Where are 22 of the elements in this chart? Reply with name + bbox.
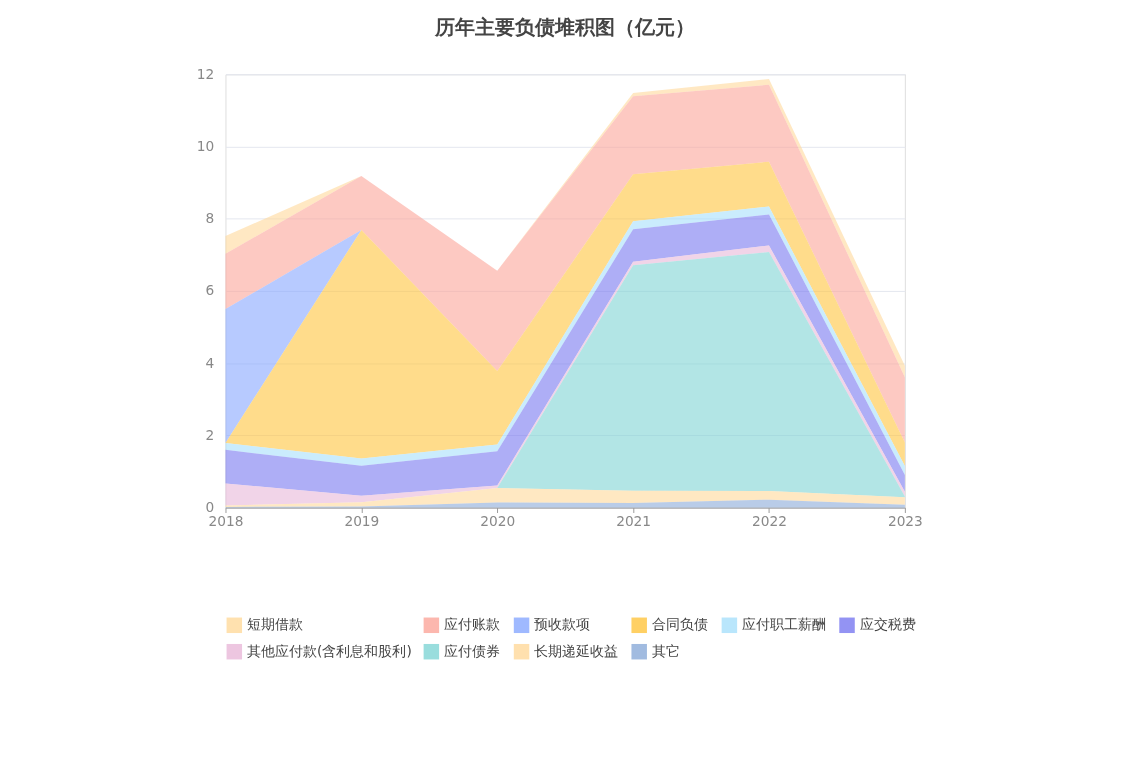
y-tick-label: 2 (205, 426, 215, 443)
x-tick-label: 2023 (887, 512, 923, 529)
legend-label: 合同负债 (651, 616, 708, 633)
chart-title: 历年主要负债堆积图（亿元） (434, 16, 696, 40)
y-tick-label: 6 (205, 282, 215, 299)
y-tick-label: 8 (205, 210, 215, 227)
y-tick-label: 10 (196, 137, 215, 154)
x-tick-label: 2021 (616, 512, 652, 529)
y-tick-label: 4 (205, 354, 215, 371)
legend-label: 应付债券 (444, 642, 501, 659)
legend-label: 预收款项 (534, 616, 591, 633)
legend-label: 其他应付款(含利息和股利) (247, 642, 412, 659)
x-tick-label: 2020 (480, 512, 516, 529)
legend-label: 其它 (651, 642, 680, 659)
x-tick-label: 2019 (344, 512, 380, 529)
x-tick-label: 2022 (752, 512, 787, 529)
legend-label: 应付职工薪酬 (742, 616, 827, 633)
legend-label: 应交税费 (859, 616, 916, 633)
legend-label: 长期递延收益 (534, 642, 619, 659)
y-tick-label: 12 (196, 65, 215, 82)
legend-label: 应付账款 (444, 616, 501, 633)
legend-label: 短期借款 (247, 616, 304, 633)
